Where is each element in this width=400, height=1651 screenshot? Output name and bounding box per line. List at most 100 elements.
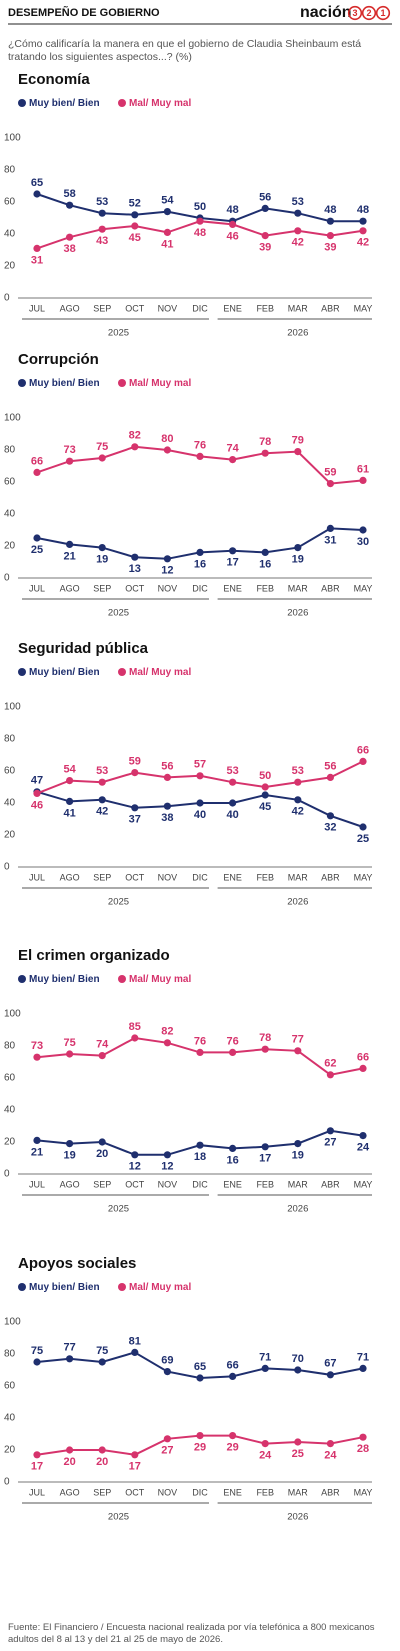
data-label: 62 xyxy=(324,1058,336,1070)
x-tick-label: OCT xyxy=(125,1487,145,1497)
y-tick-label: 60 xyxy=(4,1073,16,1084)
year-label: 2025 xyxy=(108,897,129,908)
data-point xyxy=(359,217,367,225)
legend-dot xyxy=(118,668,126,676)
legend-label: Mal/ Muy mal xyxy=(129,378,191,389)
data-label: 66 xyxy=(357,744,369,756)
brand-circle xyxy=(361,5,377,21)
question: ¿Cómo calificaría la manera en que el go… xyxy=(8,38,362,63)
x-tick-label: NOV xyxy=(158,1179,178,1189)
data-label: 21 xyxy=(31,1146,43,1158)
data-point xyxy=(163,1435,171,1443)
data-point xyxy=(66,797,74,806)
x-tick-label: MAY xyxy=(354,872,373,882)
header-title: DESEMPEÑO DE GOBIERNO xyxy=(8,6,160,19)
data-point xyxy=(294,1140,302,1148)
data-point xyxy=(294,778,302,786)
data-label: 52 xyxy=(129,198,141,210)
y-tick-label: 40 xyxy=(4,509,16,520)
data-point xyxy=(131,1451,139,1459)
x-tick-label: FEB xyxy=(256,583,274,593)
y-tick-label: 80 xyxy=(4,445,16,456)
legend-dot xyxy=(118,379,126,387)
data-label: 17 xyxy=(31,1461,43,1473)
data-point xyxy=(66,777,74,785)
x-tick-label: AGO xyxy=(60,872,80,882)
x-tick-label: MAY xyxy=(354,1487,373,1497)
data-point xyxy=(196,1432,204,1440)
data-label: 37 xyxy=(129,814,141,826)
data-point xyxy=(131,769,139,777)
data-label: 39 xyxy=(259,242,271,254)
data-point xyxy=(98,796,106,804)
data-label: 30 xyxy=(357,536,369,548)
data-point xyxy=(131,553,139,561)
legend-dot xyxy=(118,975,126,983)
data-label: 19 xyxy=(96,554,108,566)
legend-dot xyxy=(18,975,26,983)
data-label: 12 xyxy=(161,565,173,577)
data-label: 42 xyxy=(292,806,304,818)
legend-label: Mal/ Muy mal xyxy=(129,98,191,109)
data-point xyxy=(163,446,171,454)
data-label: 76 xyxy=(194,439,206,451)
data-label: 79 xyxy=(292,435,304,447)
data-label: 40 xyxy=(194,809,206,821)
data-point xyxy=(326,1440,334,1448)
year-label: 2025 xyxy=(108,608,129,619)
data-point xyxy=(261,783,269,791)
data-label: 45 xyxy=(259,801,271,813)
data-label: 75 xyxy=(63,1037,75,1049)
data-label: 66 xyxy=(226,1359,238,1371)
data-point xyxy=(326,232,334,240)
data-label: 56 xyxy=(259,191,271,203)
x-tick-label: SEP xyxy=(93,583,111,593)
year-label: 2026 xyxy=(287,897,308,908)
data-point xyxy=(326,1127,334,1135)
year-label: 2025 xyxy=(108,1512,129,1523)
data-label: 59 xyxy=(324,467,336,479)
year-label: 2026 xyxy=(287,1512,308,1523)
data-label: 16 xyxy=(259,558,271,570)
data-label: 71 xyxy=(259,1351,271,1363)
data-point xyxy=(229,778,237,786)
data-point xyxy=(66,233,74,241)
data-label: 66 xyxy=(31,455,43,467)
data-point xyxy=(294,209,302,217)
year-label: 2025 xyxy=(108,328,129,339)
x-tick-label: ABR xyxy=(321,583,340,593)
data-point xyxy=(196,1374,204,1382)
data-label: 74 xyxy=(96,1039,109,1051)
series-line xyxy=(36,445,364,485)
data-label: 53 xyxy=(226,765,238,777)
data-point xyxy=(294,448,302,456)
y-tick-label: 0 xyxy=(4,862,10,873)
data-label: 50 xyxy=(259,770,271,782)
x-tick-label: JUL xyxy=(29,1179,45,1189)
legend-dot xyxy=(18,668,26,676)
data-point xyxy=(163,802,171,810)
data-label: 46 xyxy=(226,230,238,242)
data-label: 76 xyxy=(226,1035,238,1047)
data-point xyxy=(294,1366,302,1374)
data-label: 19 xyxy=(63,1150,75,1162)
data-label: 73 xyxy=(31,1040,43,1052)
data-point xyxy=(294,1438,302,1446)
data-point xyxy=(359,823,367,831)
data-label: 12 xyxy=(161,1161,173,1173)
x-tick-label: ABR xyxy=(321,1487,340,1497)
data-point xyxy=(359,476,367,484)
data-label: 48 xyxy=(226,204,238,216)
data-point xyxy=(294,227,302,235)
data-label: 25 xyxy=(292,1448,304,1460)
data-point xyxy=(98,209,106,217)
data-label: 85 xyxy=(129,1021,141,1033)
y-tick-label: 20 xyxy=(4,1445,16,1456)
data-point xyxy=(33,1358,41,1366)
data-point xyxy=(229,220,237,228)
x-tick-label: NOV xyxy=(158,872,178,882)
x-tick-label: OCT xyxy=(125,303,145,313)
x-tick-label: MAR xyxy=(288,872,309,882)
data-label: 20 xyxy=(63,1456,75,1468)
x-tick-label: FEB xyxy=(256,872,274,882)
